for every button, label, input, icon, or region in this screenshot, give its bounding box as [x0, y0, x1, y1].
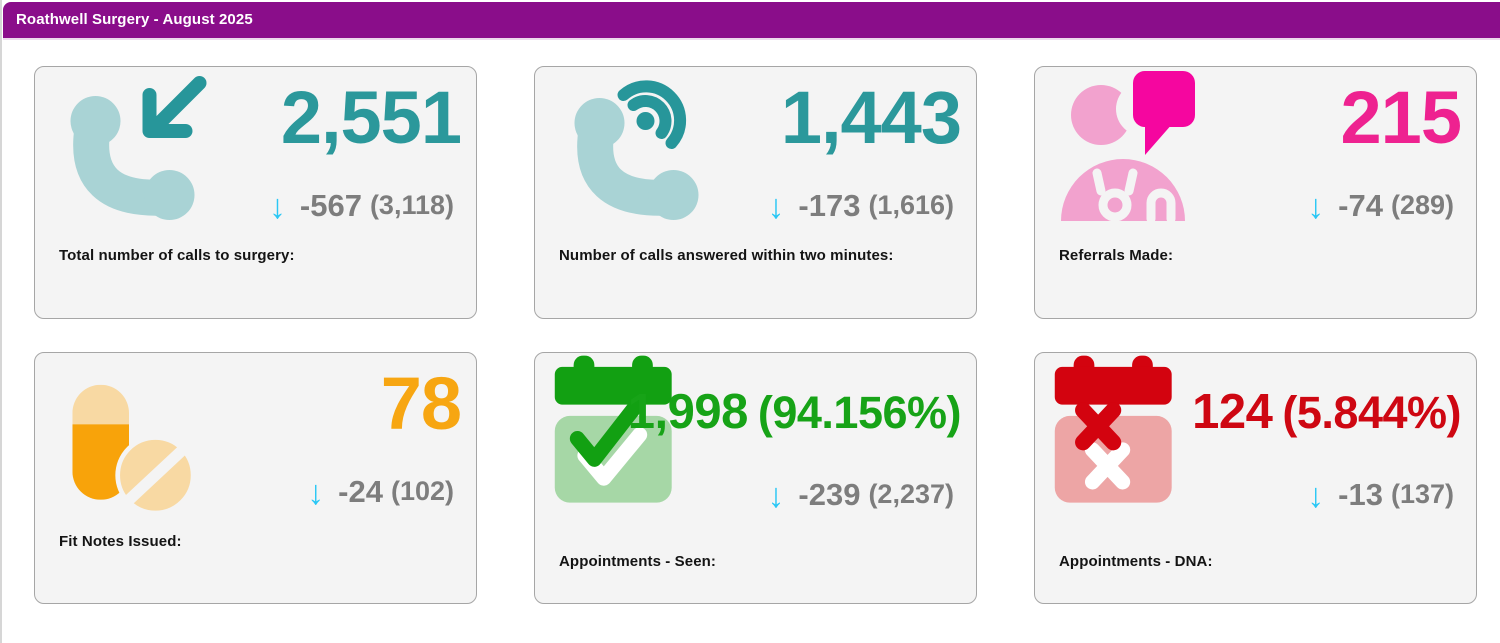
- kpi-value: 1,998 (94.156%): [627, 385, 962, 439]
- kpi-value: 2,551: [280, 76, 462, 159]
- kpi-delta: -239: [798, 476, 861, 512]
- kpi-delta: -173: [798, 187, 861, 223]
- down-arrow-icon: ↓: [1307, 188, 1325, 226]
- kpi-trend: ↓ -239 (2,237): [767, 475, 954, 516]
- kpi-previous: (3,118): [369, 190, 454, 220]
- kpi-percent: (5.844%): [1282, 387, 1461, 438]
- kpi-card-calls-answered[interactable]: 1,443 ↓ -173 (1,616) Number of calls ans…: [534, 66, 977, 319]
- down-arrow-icon: ↓: [767, 477, 785, 515]
- kpi-trend: ↓ -173 (1,616): [767, 186, 954, 227]
- kpi-previous: (289): [1390, 190, 1454, 220]
- kpi-trend: ↓ -567 (3,118): [268, 186, 454, 227]
- kpi-delta: -24: [338, 473, 383, 509]
- kpi-previous: (2,237): [868, 479, 954, 509]
- kpi-value: 215: [1340, 76, 1462, 159]
- pills-icon: [63, 381, 196, 518]
- kpi-value: 1,443: [780, 76, 962, 159]
- phone-ringing-icon: [551, 71, 726, 236]
- report-header-bar: Roathwell Surgery - August 2025: [3, 2, 1500, 38]
- kpi-label: Appointments - Seen:: [559, 553, 717, 570]
- kpi-trend: ↓ -74 (289): [1307, 186, 1454, 227]
- kpi-trend: ↓ -24 (102): [307, 472, 454, 513]
- kpi-delta: -567: [299, 187, 362, 223]
- calendar-x-icon: [1051, 355, 1183, 512]
- kpi-previous: (137): [1390, 479, 1454, 509]
- kpi-trend: ↓ -13 (137): [1307, 475, 1454, 516]
- calendar-check-icon: [551, 355, 683, 512]
- kpi-previous: (102): [390, 476, 454, 506]
- down-arrow-icon: ↓: [307, 474, 325, 512]
- kpi-label: Number of calls answered within two minu…: [559, 247, 894, 264]
- kpi-value: 124 (5.844%): [1192, 385, 1461, 439]
- down-arrow-icon: ↓: [268, 188, 286, 226]
- kpi-label: Fit Notes Issued:: [59, 533, 182, 550]
- kpi-label: Referrals Made:: [1059, 247, 1174, 264]
- kpi-card-appointments-seen[interactable]: 1,998 (94.156%) ↓ -239 (2,237) Appointmen…: [534, 352, 977, 604]
- kpi-label: Total number of calls to surgery:: [59, 247, 295, 264]
- kpi-card-calls-total[interactable]: 2,551 ↓ -567 (3,118) Total number of cal…: [34, 66, 477, 319]
- phone-incoming-icon: [47, 73, 222, 238]
- kpi-delta: -13: [1338, 476, 1383, 512]
- kpi-delta: -74: [1338, 187, 1383, 223]
- kpi-percent: (94.156%): [757, 387, 962, 438]
- kpi-card-appointments-dna[interactable]: 124 (5.844%) ↓ -13 (137) Appointments - D…: [1034, 352, 1477, 604]
- kpi-value: 78: [380, 362, 462, 445]
- page-title: Roathwell Surgery - August 2025: [16, 11, 253, 28]
- doctor-referral-icon: [1049, 69, 1199, 234]
- down-arrow-icon: ↓: [1307, 477, 1325, 515]
- kpi-card-referrals[interactable]: 215 ↓ -74 (289) Referrals Made:: [1034, 66, 1477, 319]
- kpi-previous: (1,616): [868, 190, 954, 220]
- kpi-label: Appointments - DNA:: [1059, 553, 1213, 570]
- down-arrow-icon: ↓: [767, 188, 785, 226]
- kpi-card-fit-notes[interactable]: 78 ↓ -24 (102) Fit Notes Issued:: [34, 352, 477, 604]
